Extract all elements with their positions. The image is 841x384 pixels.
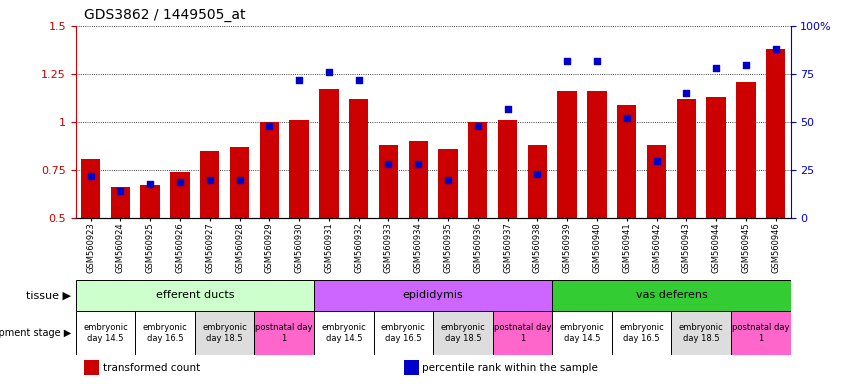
Bar [373,311,433,355]
Point [293,77,306,83]
Text: embryonic
day 16.5: embryonic day 16.5 [619,323,664,343]
Point [203,177,216,183]
Bar [553,311,611,355]
Point [531,171,544,177]
Point [560,58,574,64]
Point [590,58,604,64]
Point [411,161,425,167]
Text: development stage ▶: development stage ▶ [0,328,71,338]
Text: tissue ▶: tissue ▶ [26,290,71,300]
Text: percentile rank within the sample: percentile rank within the sample [422,362,598,373]
Bar [314,311,373,355]
Bar [612,311,671,355]
Bar [677,99,696,314]
Bar [558,91,577,314]
Point [262,123,276,129]
Bar [76,311,135,355]
Point [739,61,753,68]
Point [84,173,98,179]
Point [650,157,664,164]
Bar [140,185,160,314]
Text: postnatal day
1: postnatal day 1 [494,323,551,343]
Bar [587,91,606,314]
Bar [289,120,309,314]
Text: transformed count: transformed count [103,362,200,373]
Point [471,123,484,129]
Text: embryonic
day 16.5: embryonic day 16.5 [143,323,188,343]
Bar [731,311,791,355]
Text: GDS3862 / 1449505_at: GDS3862 / 1449505_at [84,8,246,22]
Text: embryonic
day 18.5: embryonic day 18.5 [441,323,485,343]
Bar [254,311,314,355]
Text: epididymis: epididymis [403,290,463,300]
Point [501,106,515,112]
Bar [671,311,731,355]
Point [352,77,365,83]
Text: embryonic
day 18.5: embryonic day 18.5 [202,323,247,343]
Bar [200,151,220,314]
Bar [260,122,279,314]
Bar [111,187,130,314]
Point [144,180,157,187]
Bar [170,172,189,314]
Point [769,46,782,52]
Bar [195,311,254,355]
Bar [736,82,755,314]
Bar [76,280,314,311]
Text: embryonic
day 14.5: embryonic day 14.5 [559,323,605,343]
Bar [409,141,428,314]
Text: postnatal day
1: postnatal day 1 [256,323,313,343]
Bar [493,311,553,355]
Text: embryonic
day 14.5: embryonic day 14.5 [321,323,366,343]
Bar [314,280,553,311]
Bar [527,145,547,314]
Point [173,179,187,185]
Text: postnatal day
1: postnatal day 1 [732,323,790,343]
Bar [553,280,791,311]
Bar [706,97,726,314]
Point [382,161,395,167]
Point [233,177,246,183]
Point [322,69,336,75]
Bar [81,159,100,314]
Text: embryonic
day 16.5: embryonic day 16.5 [381,323,426,343]
Bar [349,99,368,314]
Bar [647,145,666,314]
Bar [230,147,249,314]
Bar [468,122,488,314]
Text: vas deferens: vas deferens [636,290,707,300]
Bar [498,120,517,314]
Bar [438,149,458,314]
Text: embryonic
day 18.5: embryonic day 18.5 [679,323,723,343]
Point [442,177,455,183]
Bar [766,49,785,314]
Point [114,188,127,194]
Bar [135,311,195,355]
Point [680,90,693,96]
Point [709,65,722,71]
Bar [617,105,637,314]
Bar [320,89,339,314]
Bar [378,145,398,314]
Point [620,115,633,121]
Bar [433,311,493,355]
Text: embryonic
day 14.5: embryonic day 14.5 [83,323,128,343]
Text: efferent ducts: efferent ducts [156,290,234,300]
